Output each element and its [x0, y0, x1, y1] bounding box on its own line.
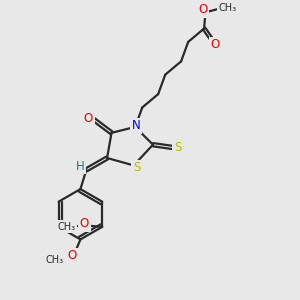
- Text: O: O: [67, 249, 76, 262]
- Text: CH₃: CH₃: [219, 2, 237, 13]
- Text: O: O: [84, 112, 93, 124]
- Text: CH₃: CH₃: [46, 255, 64, 265]
- Text: H: H: [76, 160, 84, 173]
- Text: S: S: [133, 161, 140, 174]
- Text: O: O: [198, 3, 207, 16]
- Text: S: S: [174, 141, 182, 154]
- Text: CH₃: CH₃: [57, 222, 75, 232]
- Text: O: O: [80, 218, 89, 230]
- Text: N: N: [132, 119, 141, 132]
- Text: O: O: [210, 38, 220, 51]
